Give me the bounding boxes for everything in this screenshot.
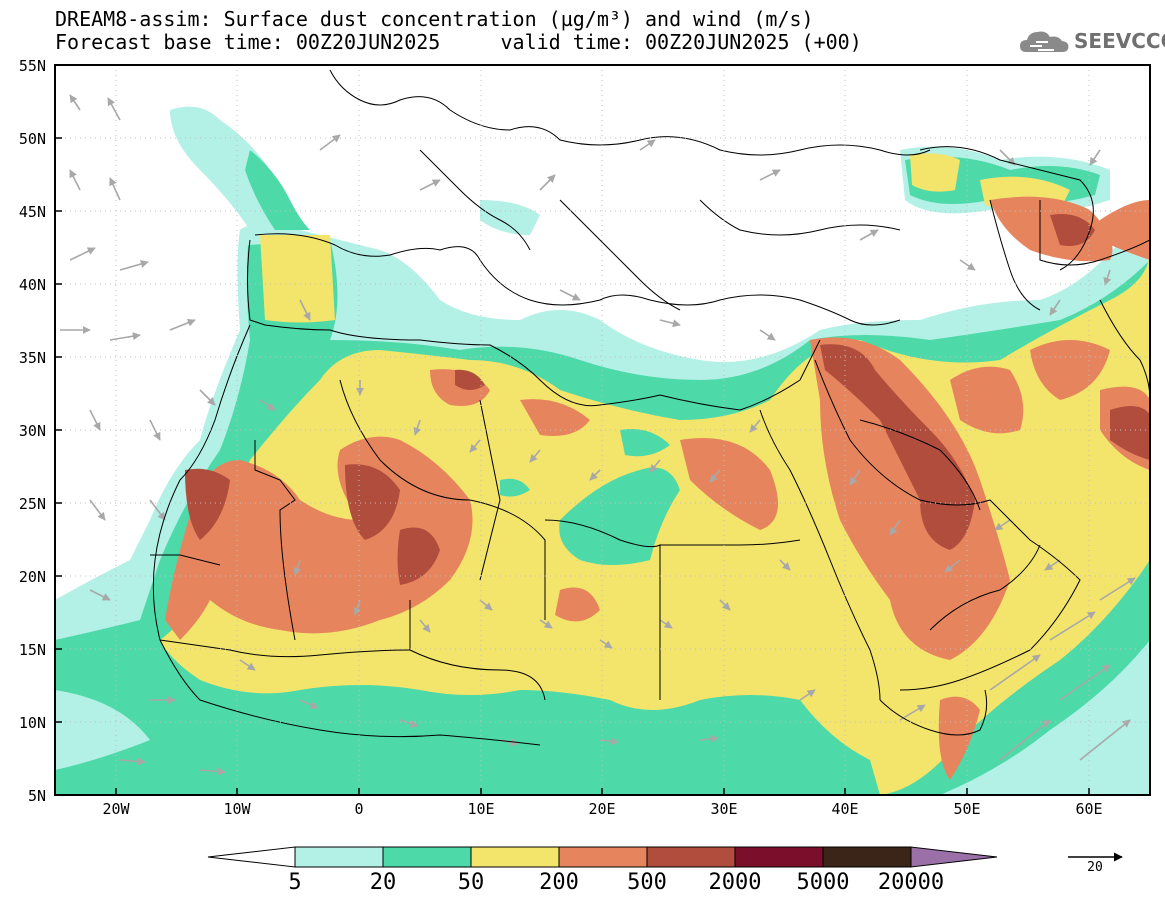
colorbar-label: 200 bbox=[539, 870, 579, 895]
lat-label: 5N bbox=[27, 787, 46, 805]
lon-label: 60E bbox=[1075, 800, 1103, 818]
colorbar-bin-3 bbox=[470, 846, 560, 868]
colorbar-bin-5 bbox=[646, 846, 736, 868]
colorbar-bin-1 bbox=[294, 846, 384, 868]
lat-label: 20N bbox=[18, 568, 46, 586]
colorbar-label: 2000 bbox=[708, 870, 762, 895]
colorbar-label: 5 bbox=[288, 870, 302, 895]
lon-label: 10E bbox=[467, 800, 495, 818]
colorbar-label: 20000 bbox=[877, 870, 945, 895]
colorbar-bin-4 bbox=[558, 846, 648, 868]
colorbar-label: 500 bbox=[627, 870, 667, 895]
lat-label: 35N bbox=[18, 349, 46, 367]
axis-ticks bbox=[55, 64, 1090, 796]
wind-vectors bbox=[60, 94, 1136, 776]
coastlines bbox=[150, 69, 1150, 746]
map-subtitle: Forecast base time: 00Z20JUN2025 valid t… bbox=[55, 30, 862, 54]
colorbar-bin-2 bbox=[382, 846, 472, 868]
lat-label: 30N bbox=[18, 422, 46, 440]
lat-label: 40N bbox=[18, 276, 46, 294]
colorbar-label: 20 bbox=[369, 870, 397, 895]
lon-label: 10W bbox=[223, 800, 251, 818]
lon-label: 20W bbox=[102, 800, 130, 818]
lat-label: 25N bbox=[18, 495, 46, 513]
lat-label: 10N bbox=[18, 714, 46, 732]
logo-text: SEEVCCC bbox=[1074, 29, 1165, 53]
conc-level-500 bbox=[185, 214, 1150, 585]
colorbar-label: 50 bbox=[457, 870, 485, 895]
colorbar-bin-6 bbox=[734, 846, 824, 868]
seevccc-logo: SEEVCCC bbox=[1018, 26, 1165, 58]
cloud-icon bbox=[1020, 31, 1069, 52]
lat-label: 50N bbox=[18, 130, 46, 148]
conc-level-20-islands bbox=[500, 429, 680, 565]
lat-label: 45N bbox=[18, 203, 46, 221]
lat-label: 55N bbox=[18, 57, 46, 75]
lon-label: 0 bbox=[354, 800, 364, 818]
graticule bbox=[55, 65, 1150, 795]
lon-label: 50E bbox=[953, 800, 981, 818]
colorbar-label: 5000 bbox=[796, 870, 850, 895]
lon-label: 20E bbox=[588, 800, 616, 818]
map-title: DREAM8-assim: Surface dust concentration… bbox=[55, 7, 814, 31]
lon-label: 30E bbox=[710, 800, 738, 818]
lat-label: 15N bbox=[18, 641, 46, 659]
colorbar-bin-7 bbox=[822, 846, 912, 868]
lon-label: 40E bbox=[831, 800, 859, 818]
wind-reference-label: 20 bbox=[1087, 860, 1103, 875]
colorbar bbox=[207, 846, 998, 868]
